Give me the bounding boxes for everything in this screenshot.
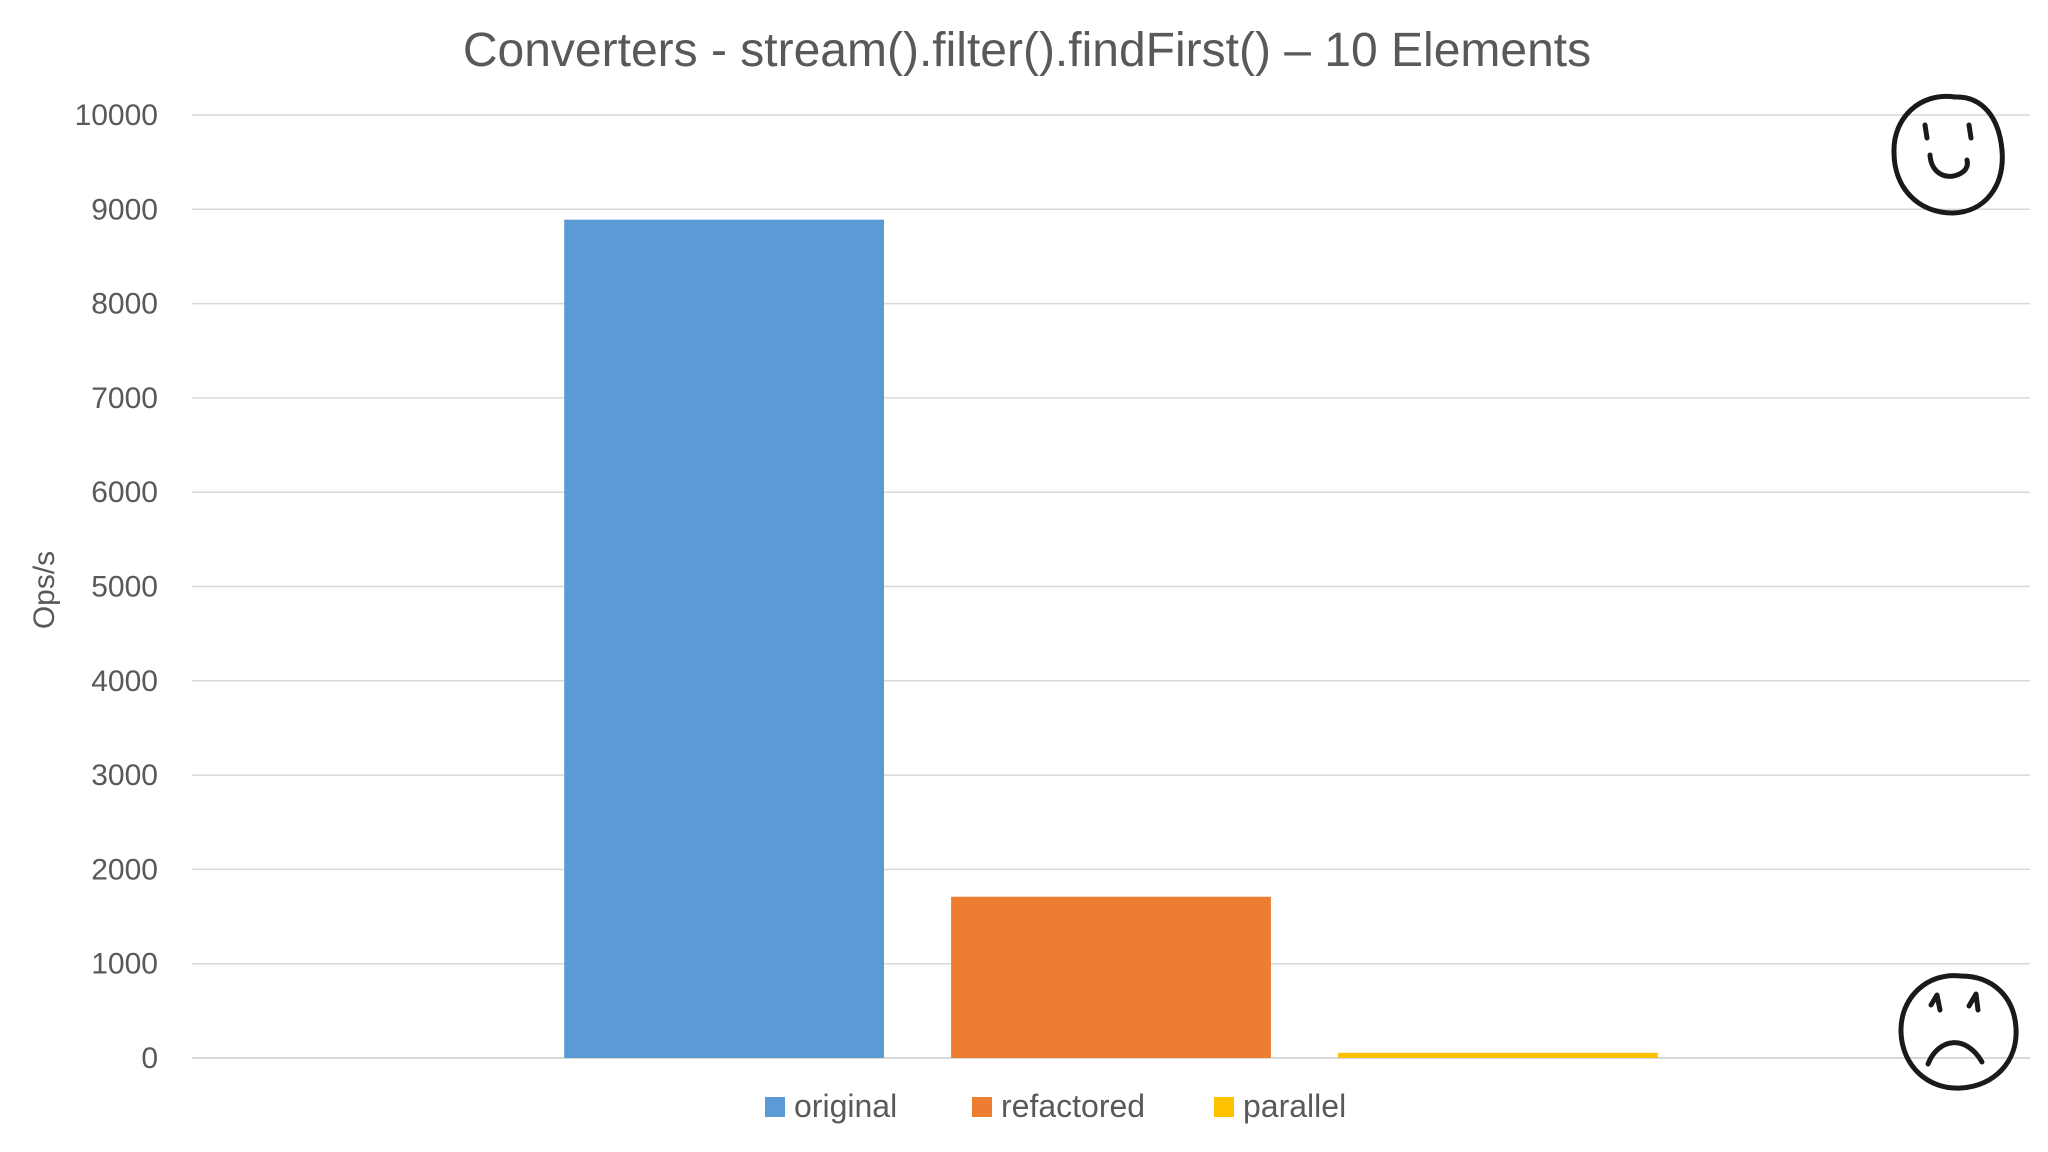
legend-label-original: original — [794, 1088, 897, 1124]
y-tick-label: 3000 — [91, 759, 158, 792]
y-tick-label: 10000 — [75, 99, 158, 132]
smiley-face-icon — [1891, 93, 2005, 216]
y-tick-label: 4000 — [91, 665, 158, 698]
y-axis-label: Ops/s — [28, 551, 61, 629]
legend: original refactored parallel — [765, 1088, 1346, 1124]
y-tick-label: 1000 — [91, 948, 158, 981]
frowny-face-icon — [1898, 973, 2019, 1091]
y-tick-label: 0 — [141, 1042, 158, 1075]
bars — [564, 219, 1658, 1059]
y-tick-label: 2000 — [91, 853, 158, 886]
gridlines — [192, 114, 2030, 1059]
bar-parallel — [1337, 1052, 1658, 1058]
y-tick-label: 9000 — [91, 193, 158, 226]
y-tick-label: 7000 — [91, 382, 158, 415]
y-tick-label: 5000 — [91, 571, 158, 604]
legend-label-refactored: refactored — [1001, 1088, 1145, 1124]
y-axis-ticks: 0 1000 2000 3000 4000 5000 6000 7000 8000 9000 100… — [75, 99, 158, 1075]
legend-swatch-parallel — [1214, 1097, 1234, 1117]
legend-label-parallel: parallel — [1243, 1088, 1346, 1124]
bar-original — [564, 219, 885, 1059]
legend-swatch-refactored — [972, 1097, 992, 1117]
legend-swatch-original — [765, 1097, 785, 1117]
y-tick-label: 6000 — [91, 476, 158, 509]
chart-title: Converters - stream().filter().findFirst… — [463, 24, 1591, 77]
bar-refactored — [951, 896, 1271, 1058]
y-tick-label: 8000 — [91, 288, 158, 321]
